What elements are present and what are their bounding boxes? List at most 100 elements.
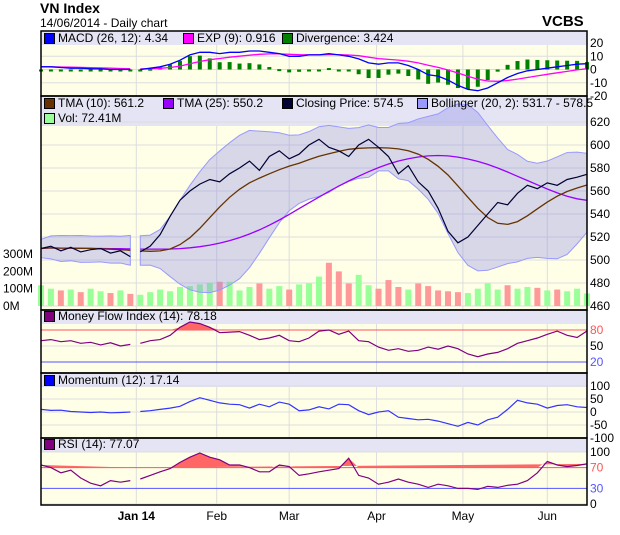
x-axis-label: Jun <box>538 509 557 523</box>
volume-tick-label: 300M <box>3 247 33 261</box>
divergence-bar <box>465 69 470 90</box>
mfi-tick-label: 80 <box>590 323 604 337</box>
divergence-bar <box>386 69 391 75</box>
chart-subtitle: 14/06/2014 - Daily chart <box>40 16 168 30</box>
chart-title: VN Index <box>40 0 100 16</box>
divergence-bar <box>98 69 103 72</box>
divergence-bar <box>545 60 550 70</box>
x-axis-label: Jan 14 <box>118 509 156 523</box>
legend-label: EXP (9): 0.916 <box>197 31 276 45</box>
mfi-tick-label: 20 <box>590 355 604 369</box>
volume-bar <box>564 291 571 306</box>
legend-swatch <box>44 112 55 124</box>
divergence-bar <box>197 55 202 70</box>
mfi-legend-item: Money Flow Index (14): 78.18 <box>44 309 217 323</box>
volume-tick-label: 0M <box>3 299 20 313</box>
volume-tick-label: 200M <box>3 264 33 278</box>
divergence-bar <box>475 69 480 87</box>
x-axis-label: Mar <box>279 509 300 523</box>
legend-swatch <box>44 32 55 44</box>
price-tick-label: 620 <box>590 115 610 129</box>
volume-bar <box>186 286 193 306</box>
volume-bar <box>574 288 581 306</box>
rsi-tick-label: 30 <box>590 481 604 495</box>
legend-swatch <box>282 97 293 109</box>
legend-swatch <box>44 97 55 109</box>
volume-bar <box>425 286 432 306</box>
price-tick-label: 500 <box>590 253 610 267</box>
divergence-bar <box>555 60 560 70</box>
volume-bar <box>365 285 372 306</box>
divergence-bar <box>177 60 182 70</box>
x-axis-label: Apr <box>367 509 386 523</box>
volume-bar <box>256 283 263 306</box>
volume-bar <box>127 293 134 306</box>
volume-bar <box>167 291 174 306</box>
legend-label: RSI (14): 77.07 <box>58 437 140 451</box>
legend-label: Divergence: 3.424 <box>296 31 394 45</box>
legend-swatch <box>282 32 293 44</box>
legend-label: MACD (26, 12): 4.34 <box>58 31 169 45</box>
volume-bar <box>296 284 303 306</box>
divergence-bar <box>88 69 93 72</box>
volume-bar <box>435 290 442 306</box>
volume-bar <box>236 290 243 306</box>
legend-label: Momentum (12): 17.14 <box>58 373 180 387</box>
divergence-bar <box>307 69 312 72</box>
volume-bar <box>286 289 293 306</box>
rsi-panel-border <box>40 437 588 506</box>
legend-swatch <box>44 310 55 322</box>
macd-legend-item: Divergence: 3.424 <box>282 31 393 45</box>
volume-bar <box>246 286 253 306</box>
volume-bar <box>544 290 551 306</box>
legend-label: Bollinger (20, 2): 531.7 - 578.5 <box>431 96 594 110</box>
price-tick-label: 540 <box>590 207 610 221</box>
closing-price-line <box>40 138 588 258</box>
volume-bar <box>345 283 352 306</box>
volume-bar <box>445 291 452 306</box>
divergence-bar <box>118 69 123 72</box>
rsi-tick-label: 100 <box>590 445 610 459</box>
volume-bar <box>137 294 144 306</box>
volume-bar <box>206 282 213 306</box>
volume-bar <box>494 289 501 306</box>
volume-bar <box>454 292 461 306</box>
divergence-bar <box>495 69 500 72</box>
legend-label: Closing Price: 574.5 <box>296 96 404 110</box>
divergence-bar <box>356 69 361 75</box>
x-axis-label: Feb <box>206 509 227 523</box>
divergence-bar <box>336 69 341 72</box>
divergence-bar <box>515 61 520 70</box>
macd-line <box>41 50 588 92</box>
divergence-bar <box>217 62 222 70</box>
divergence-bar <box>247 63 252 70</box>
volume-bar <box>534 287 541 306</box>
legend-swatch <box>163 97 174 109</box>
legend-label: Money Flow Index (14): 78.18 <box>58 309 217 323</box>
divergence-bar <box>227 62 232 70</box>
price-tick-label: 520 <box>590 230 610 244</box>
volume-bar <box>47 288 54 306</box>
volume-bar <box>464 293 471 306</box>
volume-bar <box>57 290 64 306</box>
volume-bar <box>504 285 511 306</box>
macd-legend-item: MACD (26, 12): 4.34 <box>44 31 168 45</box>
divergence-bar <box>68 69 73 72</box>
rsi-legend-item: RSI (14): 77.07 <box>44 437 139 451</box>
divergence-bar <box>446 69 451 85</box>
divergence-bar <box>396 69 401 74</box>
legend-label: Vol: 72.41M <box>58 111 122 125</box>
legend-swatch <box>417 97 428 109</box>
divergence-bar <box>138 69 143 72</box>
volume-bar <box>306 283 313 306</box>
divergence-bar <box>108 69 113 72</box>
momentum-tick-label: -50 <box>590 418 608 432</box>
divergence-bar <box>455 69 460 89</box>
divergence-bar <box>148 68 153 71</box>
divergence-bar <box>267 67 272 70</box>
divergence-bar <box>78 69 83 72</box>
rsi-tick-label: 70 <box>590 461 604 475</box>
divergence-bar <box>187 56 192 70</box>
volume-bar <box>97 291 104 306</box>
